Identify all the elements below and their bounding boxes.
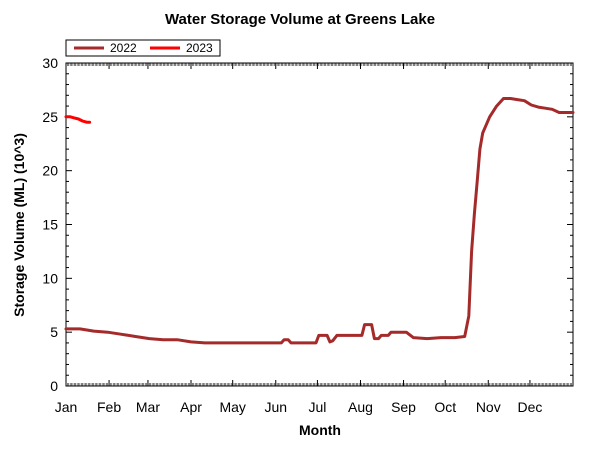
legend-label-2023: 2023 bbox=[186, 41, 213, 55]
x-tick-label: Sep bbox=[391, 399, 416, 415]
y-tick-label: 30 bbox=[42, 55, 58, 71]
x-tick-label: May bbox=[219, 399, 245, 415]
legend-label-2022: 2022 bbox=[110, 41, 137, 55]
x-axis-label: Month bbox=[299, 422, 341, 438]
x-tick-label: Mar bbox=[136, 399, 160, 415]
series-line-2023 bbox=[64, 115, 92, 124]
x-tick-label: Dec bbox=[517, 399, 542, 415]
series-group bbox=[64, 97, 575, 345]
x-tick-label: Jan bbox=[55, 399, 78, 415]
series-line-2022 bbox=[64, 97, 575, 345]
y-axis: 0 5 10 15 20 25 30 bbox=[42, 55, 573, 394]
y-tick-label: 5 bbox=[50, 324, 58, 340]
x-tick-label: Apr bbox=[180, 399, 202, 415]
legend-box bbox=[65, 39, 221, 57]
chart-title: Water Storage Volume at Greens Lake bbox=[165, 11, 435, 28]
x-tick-label: Nov bbox=[476, 399, 501, 415]
y-tick-label: 15 bbox=[42, 217, 58, 233]
legend: 2022 2023 bbox=[65, 39, 221, 57]
x-tick-label: Jul bbox=[308, 399, 326, 415]
x-tick-label: Aug bbox=[348, 399, 373, 415]
y-tick-label: 25 bbox=[42, 109, 58, 125]
y-tick-label: 10 bbox=[42, 270, 58, 286]
y-tick-label: 20 bbox=[42, 163, 58, 179]
y-axis-label: Storage Volume (ML) (10^3) bbox=[11, 133, 27, 317]
y-tick-label: 0 bbox=[50, 378, 58, 394]
x-tick-label: Jun bbox=[264, 399, 287, 415]
x-tick-label: Feb bbox=[97, 399, 121, 415]
x-axis: Jan Feb Mar Apr May Jun Jul Aug Sep Oct Nov Dec bbox=[55, 63, 574, 415]
x-tick-label: Oct bbox=[434, 399, 456, 415]
